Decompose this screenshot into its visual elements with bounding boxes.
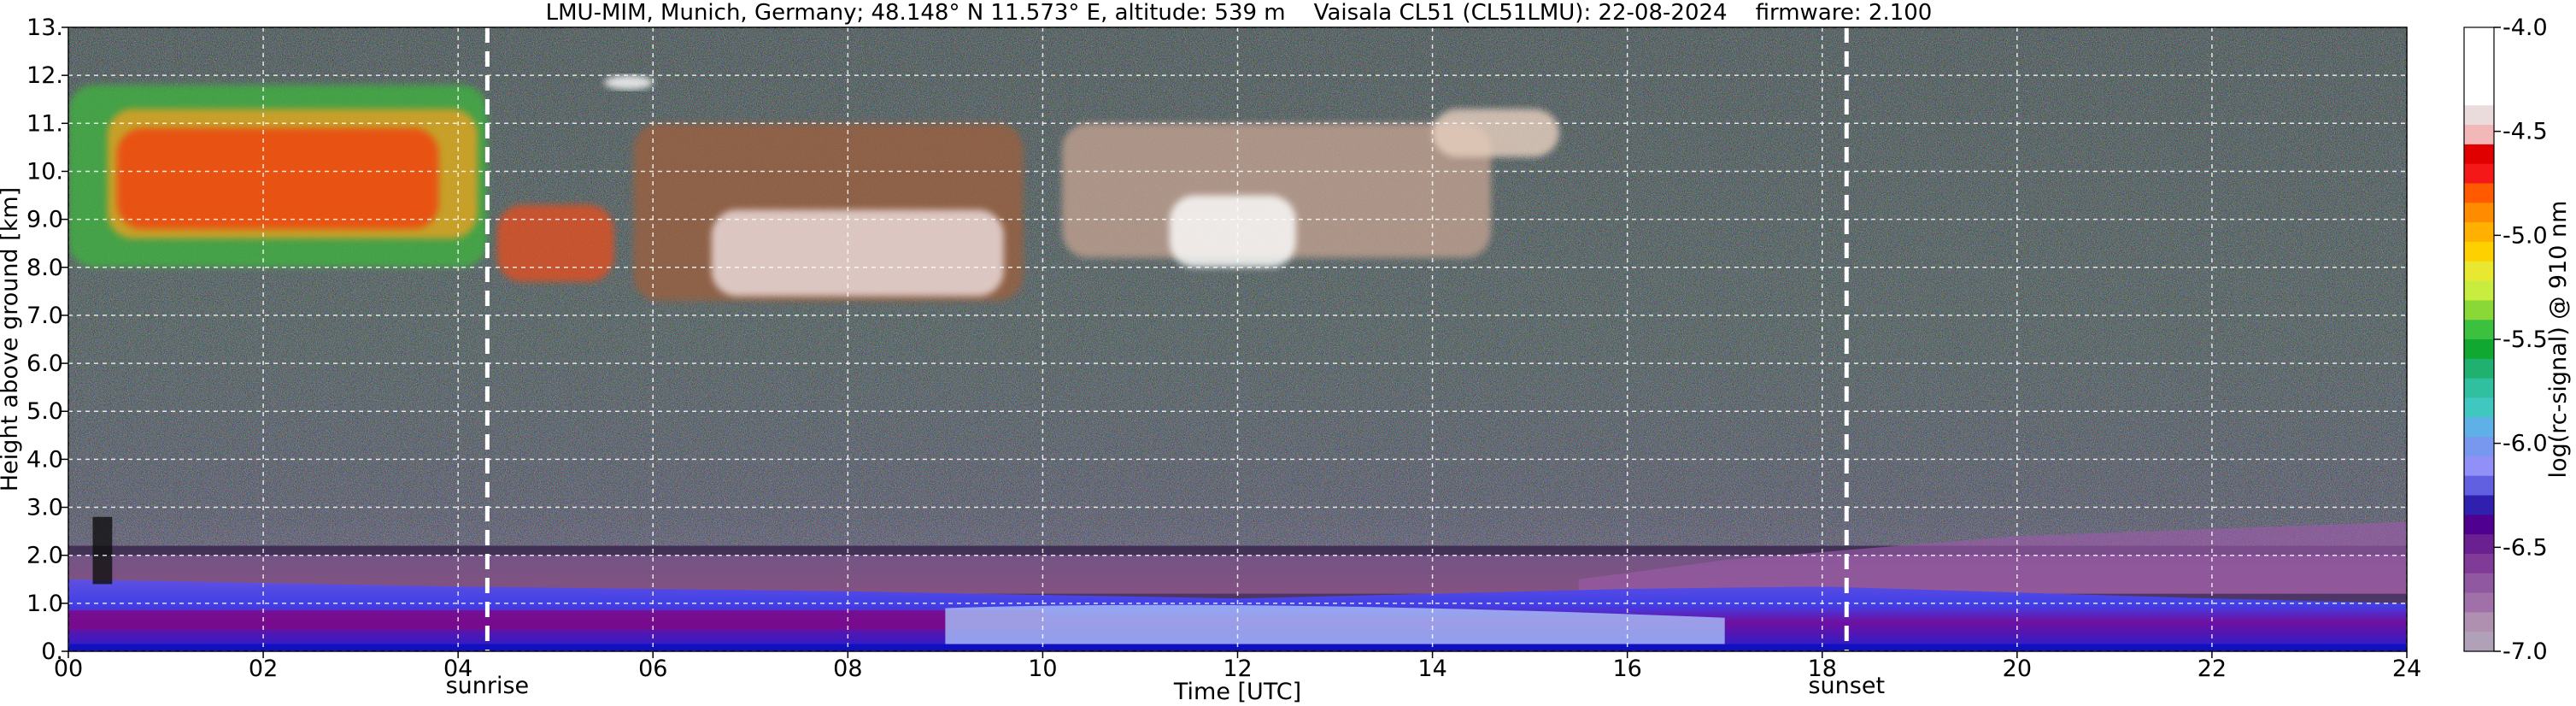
- colorbar-segment: [2464, 46, 2494, 68]
- colorbar-segment: [2464, 378, 2494, 399]
- x-tick-label: 06: [638, 656, 667, 682]
- event-label: sunrise: [446, 673, 530, 699]
- cloud-patch: [117, 127, 439, 229]
- colorbar-segment: [2464, 592, 2494, 613]
- y-tick-label: 2.0: [26, 543, 63, 569]
- y-tick-label: 12.: [26, 62, 63, 89]
- x-tick-label: 18: [1808, 656, 1837, 682]
- colorbar-segment: [2464, 280, 2494, 301]
- x-axis: 00 02 04 06 08 10 12 14 16 18 20 22 24: [54, 651, 2421, 682]
- y-tick-label: 7.0: [26, 303, 63, 329]
- colorbar-segment: [2464, 163, 2494, 185]
- cloud-patch: [1169, 195, 1296, 268]
- chart-title: LMU-MIM, Munich, Germany; 48.148° N 11.5…: [546, 0, 1933, 26]
- colorbar-label: log(rc-signal) @ 910 nm: [2545, 201, 2572, 479]
- colorbar-segment: [2464, 515, 2494, 535]
- colorbar-segment: [2464, 358, 2494, 379]
- colorbar-segment: [2464, 125, 2494, 145]
- cloud-patch: [1432, 109, 1559, 157]
- y-tick-label: 11.: [26, 110, 63, 137]
- y-tick-label: 6.0: [26, 350, 63, 377]
- colorbar-tick-label: -6.0: [2503, 431, 2548, 457]
- grid: [67, 26, 2408, 652]
- x-tick-label: 12: [1223, 656, 1252, 682]
- colorbar-tick-label: -5.0: [2503, 222, 2548, 249]
- cloud-patch: [604, 75, 654, 90]
- colorbar-segment: [2464, 339, 2494, 360]
- colorbar-tick-label: -6.5: [2503, 534, 2548, 561]
- colorbar-tick-label: -5.5: [2503, 327, 2548, 353]
- surface-layer: [68, 644, 2407, 651]
- y-tick-label: 5.0: [26, 398, 63, 425]
- colorbar-segment: [2464, 475, 2494, 497]
- y-tick-label: 4.0: [26, 446, 63, 473]
- colorbar-segment: [2464, 553, 2494, 574]
- x-tick-label: 10: [1028, 656, 1057, 682]
- y-axis: 0. 1.0 2.0 3.0 4.0 5.0 6.0 7.0 8.0 9.0 10. 11. 12. 13…: [26, 15, 68, 665]
- colorbar-segment: [2464, 495, 2494, 515]
- x-axis-label: Time [UTC]: [1173, 679, 1301, 705]
- mixed-layer-core: [68, 610, 1043, 630]
- colorbar-segment: [2464, 437, 2494, 457]
- colorbar-tick-label: -4.0: [2503, 15, 2548, 41]
- x-tick-label: 22: [2198, 656, 2227, 682]
- colorbar-segment: [2464, 85, 2494, 106]
- colorbar: -4.0 -4.5 -5.0 -5.5 -6.0 -6.5 -7.0: [2463, 15, 2548, 665]
- colorbar-segment: [2464, 320, 2494, 340]
- rain-column: [92, 516, 113, 585]
- x-tick-label: 24: [2392, 656, 2421, 682]
- colorbar-segment: [2464, 300, 2494, 321]
- colorbar-segment: [2464, 27, 2494, 48]
- colorbar-tick-label: -4.5: [2503, 119, 2548, 145]
- y-tick-label: 8.0: [26, 255, 63, 281]
- event-markers: sunrise sunset: [446, 27, 1885, 699]
- x-tick-label: 00: [54, 656, 83, 682]
- colorbar-tick-label: -7.0: [2503, 638, 2548, 665]
- y-tick-label: 0.: [41, 638, 63, 665]
- colorbar-segment: [2464, 456, 2494, 477]
- colorbar-segment: [2464, 632, 2494, 652]
- colorbar-segment: [2464, 612, 2494, 632]
- colorbar-segment: [2464, 241, 2494, 262]
- event-label: sunset: [1808, 673, 1885, 699]
- y-tick-label: 10.: [26, 158, 63, 185]
- colorbar-segment: [2464, 66, 2494, 87]
- colorbar-segment: [2464, 397, 2494, 418]
- cloud-patch: [711, 209, 1004, 297]
- cloud-patch: [496, 204, 614, 282]
- residual-layer: [1578, 521, 2407, 594]
- y-tick-label: 1.0: [26, 591, 63, 617]
- y-tick-label: 3.0: [26, 495, 63, 521]
- y-axis-label: Height above ground [km]: [0, 187, 23, 491]
- x-tick-label: 14: [1417, 656, 1446, 682]
- y-tick-label: 13.: [26, 15, 63, 41]
- x-tick-label: 20: [2003, 656, 2032, 682]
- colorbar-segment: [2464, 573, 2494, 594]
- x-tick-label: 08: [833, 656, 862, 682]
- x-tick-label: 04: [443, 656, 472, 682]
- colorbar-segment: [2464, 105, 2494, 126]
- colorbar-segment: [2464, 144, 2494, 165]
- colorbar-segment: [2464, 222, 2494, 243]
- colorbar-segment: [2464, 203, 2494, 223]
- convective-layer: [945, 604, 1725, 644]
- y-tick-label: 9.0: [26, 207, 63, 233]
- colorbar-segment: [2464, 261, 2494, 282]
- colorbar-segment: [2464, 183, 2494, 203]
- x-tick-label: 02: [249, 656, 278, 682]
- colorbar-segment: [2464, 417, 2494, 438]
- x-tick-label: 16: [1612, 656, 1641, 682]
- colorbar-segment: [2464, 534, 2494, 555]
